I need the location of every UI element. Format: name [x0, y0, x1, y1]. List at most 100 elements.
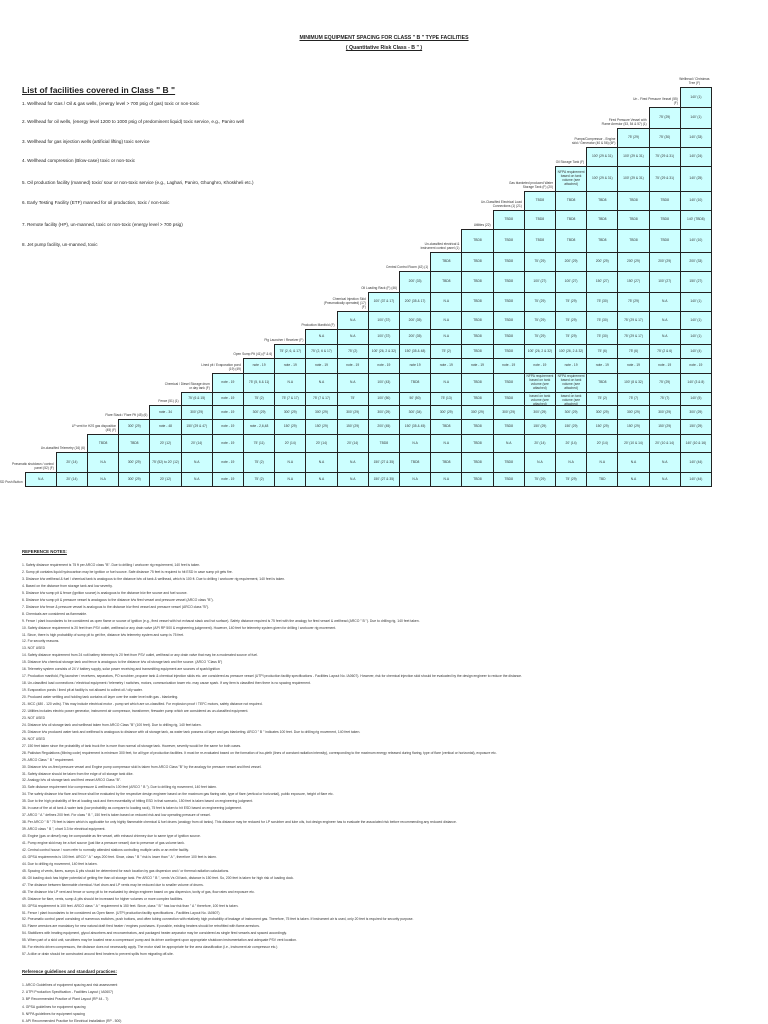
reference-note: 27. 150 feet taken since the probability…	[22, 743, 242, 748]
reference-note: 56. For electric driven compressors, the…	[22, 945, 278, 950]
matrix-cell: 75' (29 & 31)	[648, 166, 681, 192]
reference-note: 43. GPSA requirements is 100 feet. ARCO …	[22, 854, 217, 859]
matrix-cell: TBD8	[492, 329, 525, 345]
reference-note: 8. Chemicals are considered as flammable…	[22, 611, 88, 616]
reference-note: 23. NOT USED	[22, 715, 46, 720]
matrix-cell: TBD8	[430, 252, 463, 272]
matrix-cell: 100' (26, 2 & 32)	[523, 344, 556, 359]
matrix-cell: note - 19	[523, 358, 556, 374]
matrix-cell: 75' (2)	[430, 344, 463, 359]
matrix-cell: note - 19	[211, 373, 244, 393]
matrix-cell: note - 19	[243, 358, 276, 374]
matrix-cell: N.A	[180, 452, 213, 473]
matrix-cell: 75' (29)	[555, 292, 588, 312]
matrix-cell: note - 19	[336, 358, 369, 374]
reference-note: 49. Distance for flare, vents, sump & pi…	[22, 896, 184, 901]
matrix-cell: 140' (1)	[679, 329, 712, 345]
matrix-cell: 75' (13)	[430, 392, 463, 406]
reference-note: 12. For security reasons.	[22, 639, 60, 644]
matrix-cell: 75' (29)	[648, 373, 681, 393]
matrix-cell: note - 19	[367, 358, 400, 374]
matrix-row-label: Fired Pressure Vessel with Flame Arresto…	[601, 118, 647, 127]
matrix-cell: 300' (29)	[617, 405, 650, 420]
matrix-cell: 140' (1)	[679, 292, 712, 312]
matrix-cell: TBD8	[492, 344, 525, 359]
matrix-cell: 100' (26, 2 & 32)	[367, 344, 400, 359]
matrix-cell: 50' (50)	[399, 392, 432, 406]
reference-note: 13. NOT USED	[22, 646, 46, 651]
reference-guideline: 6. API Recommended Practice for Electric…	[22, 1019, 122, 1023]
matrix-cell: TBD8	[461, 452, 494, 473]
references-heading: Reference guidelines and standard practi…	[22, 969, 117, 974]
matrix-row-label: Oil Storage Tank (F)	[555, 160, 585, 165]
matrix-cell: 140' (44)	[679, 472, 712, 487]
matrix-cell: 20' (10 & 14)	[648, 434, 681, 453]
matrix-cell: TBD8	[492, 419, 525, 435]
matrix-cell: 20' (14)	[305, 434, 338, 453]
matrix-cell: N.A	[399, 472, 432, 487]
matrix-cell: 140' (TBD8)	[679, 210, 712, 230]
matrix-cell: TBD8	[87, 434, 120, 453]
matrix-cell: N.A	[336, 452, 369, 473]
matrix-cell: 75' (7 & 17)	[305, 392, 338, 406]
matrix-cell: TBD8	[461, 472, 494, 487]
matrix-cell: 100' (43)	[367, 373, 400, 393]
matrix-cell: 75' (30)	[648, 128, 681, 148]
matrix-cell: TBD8	[586, 373, 619, 393]
matrix-cell: 20' (10 & 14)	[617, 434, 650, 453]
matrix-row-label: Central Control Room (42) (1)	[386, 265, 429, 270]
matrix-cell: 140' (44)	[679, 452, 712, 473]
matrix-cell: 150' (29)	[648, 419, 681, 435]
matrix-cell: N.A	[492, 434, 525, 453]
reference-note: 39. ARCO class " B ", chart 3.3 for elec…	[22, 827, 106, 832]
matrix-cell: 100' (50)	[367, 392, 400, 406]
matrix-cell: 75' (2)	[243, 392, 276, 406]
matrix-cell: 150' (29)	[586, 419, 619, 435]
matrix-cell: TBD8	[492, 292, 525, 312]
reference-guideline: 3. BP Recommended Practice of Plant Layo…	[22, 997, 109, 1002]
matrix-row-label: Utilities (22)	[473, 223, 491, 228]
matrix-cell: 75' (29)	[523, 292, 556, 312]
matrix-cell: 300' (29)	[180, 405, 213, 420]
matrix-cell: note - 19	[492, 358, 525, 374]
matrix-cell: TBD8	[461, 434, 494, 453]
matrix-cell: TBD8	[555, 229, 588, 253]
matrix-cell: 300' (29)	[305, 405, 338, 420]
facility-item: 6. Early Testing Facility (ETF) manned f…	[22, 200, 170, 205]
matrix-cell: TBD8	[461, 292, 494, 312]
matrix-cell: 75' (11)	[243, 434, 276, 453]
reference-note: 9. Fence / plant boundaries to be consid…	[22, 618, 420, 623]
matrix-cell: TBD8	[492, 452, 525, 473]
matrix-row-label: Pig Launcher / Receiver (F)	[264, 338, 304, 343]
reference-guideline: 2. UTPI Production Specification - Facil…	[22, 990, 114, 995]
reference-guideline: 1. ARCO Guidelines of equipment spacing …	[22, 983, 118, 987]
matrix-cell: 75' (2)	[243, 452, 276, 473]
matrix-cell: N.A	[648, 472, 681, 487]
matrix-cell: N.A	[180, 472, 213, 487]
matrix-cell: 150' (29)	[555, 419, 588, 435]
matrix-cell: N.A	[555, 452, 588, 473]
matrix-cell: 75' (29)	[648, 107, 681, 129]
reference-note: 25. Distance b/w produced water tank and…	[22, 729, 361, 734]
matrix-cell: 20' (12)	[149, 472, 182, 487]
matrix-cell: 140' (3 & 8)	[679, 373, 712, 393]
matrix-cell: N.A	[617, 472, 650, 487]
matrix-cell: 75' (6)	[617, 344, 650, 359]
reference-note: 42. Central control house / room refer t…	[22, 847, 189, 852]
matrix-cell: 75' (2)	[336, 344, 369, 359]
matrix-cell: N.A	[305, 452, 338, 473]
matrix-cell: 75' (29)	[523, 329, 556, 345]
matrix-cell: 100' (29 & 31)	[617, 166, 650, 192]
matrix-cell: note - 19	[555, 358, 588, 374]
matrix-cell: note - 19	[274, 358, 307, 374]
matrix-cell: 75' (6)	[586, 344, 619, 359]
matrix-cell: 100' (27)	[648, 271, 681, 293]
matrix-cell: N.A	[87, 472, 120, 487]
matrix-cell: 140' (10 & 16)	[679, 434, 712, 453]
matrix-row-label: Un-Classified Electrical Load Connection…	[481, 200, 522, 209]
matrix-cell: 20' (14)	[55, 452, 88, 473]
matrix-cell: NFPA requirement based on tank volume (s…	[555, 392, 588, 406]
matrix-cell: 150' (29)	[274, 419, 307, 435]
reference-note: 36. In case of fire at oil tank & water …	[22, 806, 242, 811]
matrix-cell: 150' (27 & 35)	[367, 472, 400, 487]
